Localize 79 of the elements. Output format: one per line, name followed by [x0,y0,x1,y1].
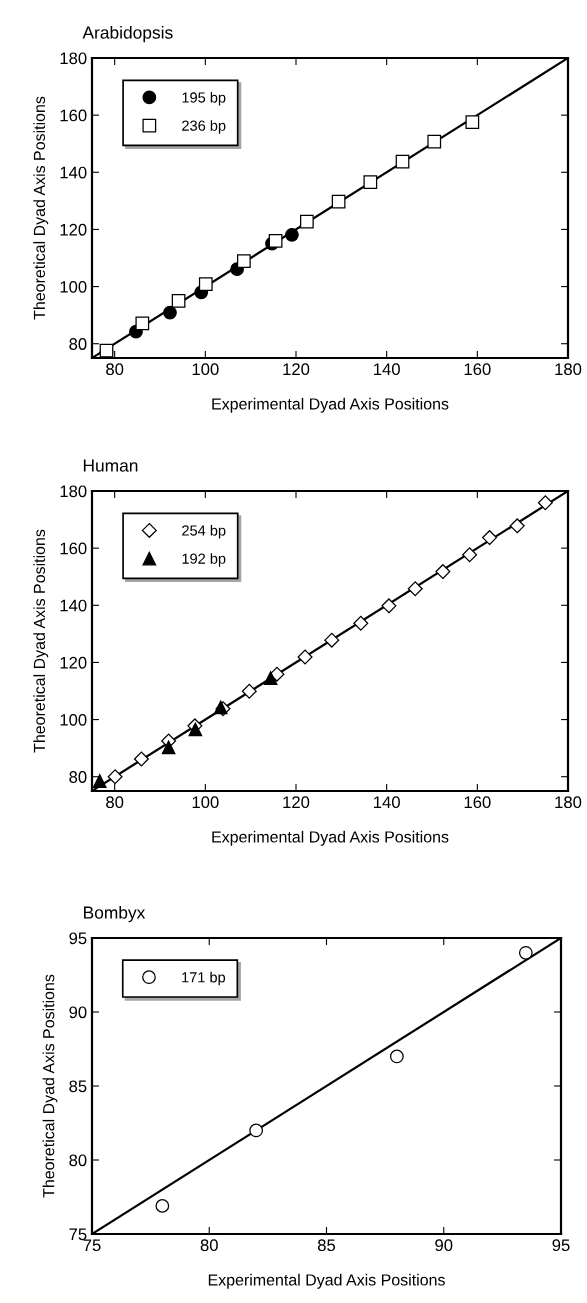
y-tick-label: 180 [60,52,87,65]
y-tick-label: 80 [69,771,87,783]
x-tick-label: 140 [374,363,400,376]
point [241,683,257,699]
x-axis-title: Experimental Dyad Axis Positions [208,1273,445,1289]
point [353,615,369,631]
x-tick-label: 180 [555,796,582,809]
point [161,740,176,755]
x-tick-label: 95 [552,1239,570,1252]
y-tick-label: 180 [60,485,87,498]
x-tick-label: 140 [374,796,400,809]
point [363,175,378,189]
x-tick-label: 160 [464,363,491,376]
point [427,134,442,149]
point [171,293,186,308]
point [381,598,397,614]
point [407,581,423,597]
point [324,632,340,648]
point [249,1123,264,1138]
point [285,227,299,242]
y-tick-label: 75 [69,1228,87,1241]
chart-title: Human [83,459,138,472]
y-tick-label: 90 [69,1006,87,1019]
y-tick-label: 160 [60,542,87,555]
point [482,530,498,546]
point [236,254,251,269]
x-tick-label: 75 [83,1239,101,1252]
point [163,305,177,320]
legend-label: 171 bp [182,971,226,986]
point [462,547,478,563]
x-tick-label: 85 [317,1239,336,1252]
x-tick-label: 180 [555,363,582,376]
legend-label: 236 bp [182,120,226,134]
y-tick-label: 160 [60,109,87,122]
y-tick-label: 80 [69,338,87,350]
y-tick-label: 100 [60,280,87,293]
y-tick-label: 120 [60,656,87,669]
point [198,277,213,291]
x-axis-title: Experimental Dyad Axis Positions [212,397,449,413]
point [133,751,149,767]
x-tick-label: 120 [283,363,310,376]
x-tick-label: 90 [435,1239,453,1252]
point [300,214,314,229]
x-tick-label: 80 [106,363,124,376]
y-axis-title: Theoretical Dyad Axis Positions [33,529,49,753]
point [465,115,480,129]
chart-title: Bombyx [84,905,146,923]
point [188,722,203,737]
x-tick-label: 100 [192,796,219,809]
point [92,774,107,788]
y-tick-label: 140 [60,166,87,179]
point [268,233,283,248]
point [331,194,346,209]
point [107,769,123,785]
x-tick-label: 80 [106,796,124,809]
point [297,649,313,665]
y-tick-label: 85 [69,1080,87,1093]
y-tick-label: 95 [69,932,87,945]
point [263,671,278,686]
legend-label: 254 bp [182,524,226,539]
y-tick-label: 100 [60,713,87,726]
legend-label: 192 bp [182,553,226,567]
point [395,154,410,169]
chart-title: Arabidopsis [82,25,173,43]
y-axis-title: Theoretical Dyad Axis Positions [33,96,49,320]
y-tick-label: 80 [69,1154,87,1167]
legend-label: 195 bp [182,91,226,106]
x-axis-title: Experimental Dyad Axis Positions [212,830,449,846]
point [509,518,525,534]
y-axis-title: Theoretical Dyad Axis Positions [42,974,58,1198]
point [435,564,451,580]
point [537,495,553,511]
y-tick-label: 120 [60,223,87,236]
x-tick-label: 80 [200,1239,218,1252]
x-tick-label: 160 [464,796,491,809]
point [135,316,150,331]
x-tick-label: 100 [192,363,219,376]
x-tick-label: 120 [283,796,310,809]
y-tick-label: 140 [60,599,87,612]
